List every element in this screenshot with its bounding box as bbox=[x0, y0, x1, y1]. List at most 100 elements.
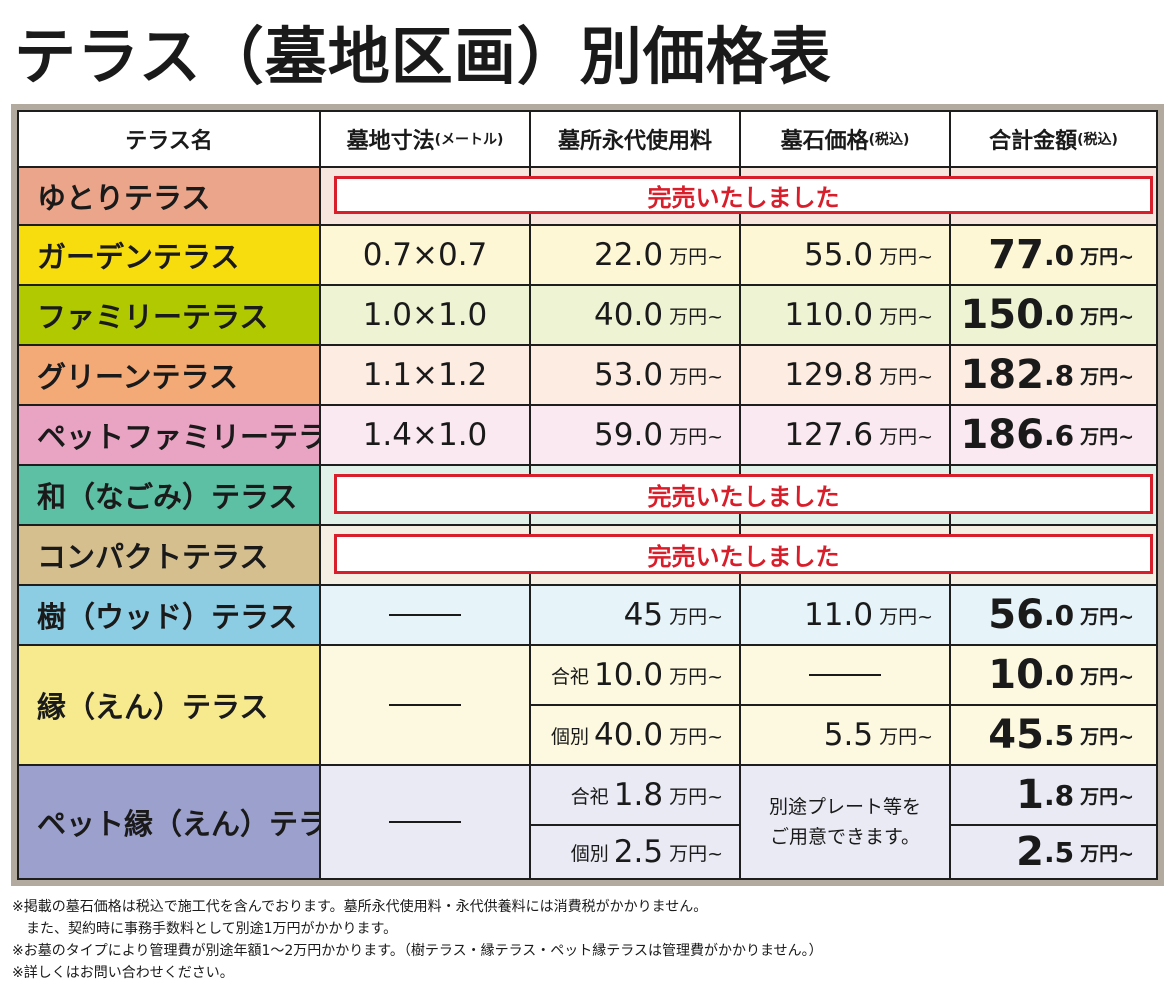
sold-out-banner-yutori: 完売いたしました bbox=[334, 176, 1153, 214]
row-stone-family: 110.0 万円~ bbox=[739, 284, 951, 346]
perpetual-family-unit: 万円~ bbox=[669, 305, 723, 328]
row-size-family: 1.0×1.0 bbox=[319, 284, 531, 346]
row-size-petfamily-value: 1.4×1.0 bbox=[362, 417, 488, 453]
total-wood-dec: .0 bbox=[1043, 598, 1075, 632]
row-perpetual-en-joint: 合祀 10.0 万円~ bbox=[529, 644, 741, 706]
row-name-family: ファミリーテラス bbox=[17, 284, 321, 346]
total-family-dec: .0 bbox=[1043, 298, 1075, 332]
row-perpetual-wood: 45 万円~ bbox=[529, 584, 741, 646]
row-perpetual-garden: 22.0 万円~ bbox=[529, 224, 741, 286]
row-size-family-value: 1.0×1.0 bbox=[362, 297, 488, 333]
row-name-green-label: グリーンテラス bbox=[37, 360, 238, 394]
perpetual-peten-individual-value: 2.5 bbox=[613, 834, 664, 870]
row-name-yutori-label: ゆとりテラス bbox=[37, 181, 211, 215]
row-name-family-label: ファミリーテラス bbox=[37, 300, 269, 334]
row-size-petfamily: 1.4×1.0 bbox=[319, 404, 531, 466]
perpetual-green-unit: 万円~ bbox=[669, 365, 723, 388]
total-green-int: 182 bbox=[960, 352, 1044, 398]
stone-garden-value: 55.0 bbox=[804, 237, 874, 273]
row-size-wood-dash bbox=[389, 614, 461, 616]
perpetual-en-individual-unit: 万円~ bbox=[669, 725, 723, 748]
row-name-garden-label: ガーデンテラス bbox=[37, 240, 240, 274]
stone-petfamily-unit: 万円~ bbox=[879, 425, 933, 448]
footnote-3: ※お墓のタイプにより管理費が別途年額1～2万円かかります。（樹テラス・縁テラス・… bbox=[12, 943, 823, 959]
header-size-note: (メートル) bbox=[434, 132, 504, 148]
perpetual-petfamily-value: 59.0 bbox=[594, 417, 664, 453]
total-wood-unit: 万円~ bbox=[1080, 605, 1134, 628]
row-name-petfamily-label: ペットファミリーテラス bbox=[37, 420, 319, 454]
stone-plate-note-line-1: 別途プレート等を bbox=[768, 796, 921, 818]
footnote-2: また、契約時に事務手数料として別途1万円がかかります。 bbox=[12, 921, 398, 937]
perpetual-peten-joint-value: 1.8 bbox=[613, 777, 664, 813]
perpetual-en-individual-prefix: 個別 bbox=[551, 725, 590, 748]
row-perpetual-en-individual: 個別 40.0 万円~ bbox=[529, 704, 741, 766]
total-peten-individual-dec: .5 bbox=[1043, 835, 1075, 869]
row-total-wood: 56.0 万円~ bbox=[949, 584, 1158, 646]
total-petfamily-unit: 万円~ bbox=[1080, 425, 1134, 448]
perpetual-garden-unit: 万円~ bbox=[669, 245, 723, 268]
perpetual-en-joint-unit: 万円~ bbox=[669, 665, 723, 688]
sold-out-text: 完売いたしました bbox=[647, 541, 840, 571]
total-wood-int: 56 bbox=[988, 592, 1044, 638]
row-total-en-individual: 45.5 万円~ bbox=[949, 704, 1158, 766]
row-stone-garden: 55.0 万円~ bbox=[739, 224, 951, 286]
stone-family-unit: 万円~ bbox=[879, 305, 933, 328]
perpetual-en-joint-value: 10.0 bbox=[594, 657, 664, 693]
row-name-compact: コンパクトテラス bbox=[17, 524, 321, 586]
stone-petfamily-value: 127.6 bbox=[784, 417, 874, 453]
row-name-wood-label: 樹（ウッド）テラス bbox=[37, 600, 298, 634]
total-family-int: 150 bbox=[960, 292, 1044, 338]
row-size-garden-value: 0.7×0.7 bbox=[362, 237, 488, 273]
header-name: テラス名 bbox=[17, 110, 321, 168]
total-en-individual-int: 45 bbox=[988, 712, 1044, 758]
header-size-label: 墓地寸法 bbox=[346, 129, 435, 154]
row-size-peten-dash bbox=[389, 821, 461, 823]
row-size-en-dash bbox=[389, 704, 461, 706]
total-en-joint-dec: .0 bbox=[1043, 658, 1075, 692]
perpetual-wood-value: 45 bbox=[623, 597, 664, 633]
perpetual-peten-individual-unit: 万円~ bbox=[669, 842, 723, 865]
perpetual-peten-joint-unit: 万円~ bbox=[669, 785, 723, 808]
total-peten-joint-unit: 万円~ bbox=[1080, 785, 1134, 808]
stone-en-individual-unit: 万円~ bbox=[879, 725, 933, 748]
total-garden-int: 77 bbox=[988, 232, 1044, 278]
row-total-petfamily: 186.6 万円~ bbox=[949, 404, 1158, 466]
row-size-green-value: 1.1×1.2 bbox=[362, 357, 488, 393]
total-peten-individual-int: 2 bbox=[1016, 829, 1044, 875]
row-perpetual-green: 53.0 万円~ bbox=[529, 344, 741, 406]
perpetual-garden-value: 22.0 bbox=[594, 237, 664, 273]
perpetual-wood-unit: 万円~ bbox=[669, 605, 723, 628]
row-name-nagomi: 和（なごみ）テラス bbox=[17, 464, 321, 526]
perpetual-petfamily-unit: 万円~ bbox=[669, 425, 723, 448]
total-peten-joint-int: 1 bbox=[1016, 772, 1044, 818]
row-size-peten bbox=[319, 764, 531, 880]
footnote-4: ※詳しくはお問い合わせください。 bbox=[12, 965, 234, 981]
row-perpetual-petfamily: 59.0 万円~ bbox=[529, 404, 741, 466]
row-total-en-joint: 10.0 万円~ bbox=[949, 644, 1158, 706]
row-name-petfamily: ペットファミリーテラス bbox=[17, 404, 321, 466]
sold-out-text: 完売いたしました bbox=[647, 182, 840, 212]
total-peten-individual-unit: 万円~ bbox=[1080, 842, 1134, 865]
row-stone-en-individual: 5.5 万円~ bbox=[739, 704, 951, 766]
row-stone-peten-note: 別途プレート等を ご用意できます。 bbox=[739, 764, 951, 880]
total-green-dec: .8 bbox=[1043, 358, 1075, 392]
page-title: テラス（墓地区画）別価格表 bbox=[14, 20, 832, 93]
row-name-compact-label: コンパクトテラス bbox=[37, 540, 269, 574]
row-size-en bbox=[319, 644, 531, 766]
total-family-unit: 万円~ bbox=[1080, 305, 1134, 328]
footnotes: ※掲載の墓石価格は税込で施工代を含んでおります。墓所永代使用料・永代供養料には消… bbox=[12, 896, 1162, 984]
row-total-garden: 77.0 万円~ bbox=[949, 224, 1158, 286]
price-table: テラス名 墓地寸法 (メートル) 墓所永代使用料 墓石価格 (税込) 合計金額 (税込) ゆとり… bbox=[11, 104, 1164, 886]
total-en-joint-unit: 万円~ bbox=[1080, 665, 1134, 688]
row-total-peten-individual: 2.5 万円~ bbox=[949, 824, 1158, 880]
stone-plate-note-line-2: ご用意できます。 bbox=[769, 826, 921, 848]
total-garden-unit: 万円~ bbox=[1080, 245, 1134, 268]
total-peten-joint-dec: .8 bbox=[1043, 778, 1075, 812]
row-perpetual-peten-individual: 個別 2.5 万円~ bbox=[529, 824, 741, 880]
row-size-green: 1.1×1.2 bbox=[319, 344, 531, 406]
stone-family-value: 110.0 bbox=[784, 297, 874, 333]
sold-out-banner-nagomi: 完売いたしました bbox=[334, 474, 1153, 514]
header-total: 合計金額 (税込) bbox=[949, 110, 1158, 168]
row-total-peten-joint: 1.8 万円~ bbox=[949, 764, 1158, 826]
header-perpetual-label: 墓所永代使用料 bbox=[557, 129, 712, 154]
